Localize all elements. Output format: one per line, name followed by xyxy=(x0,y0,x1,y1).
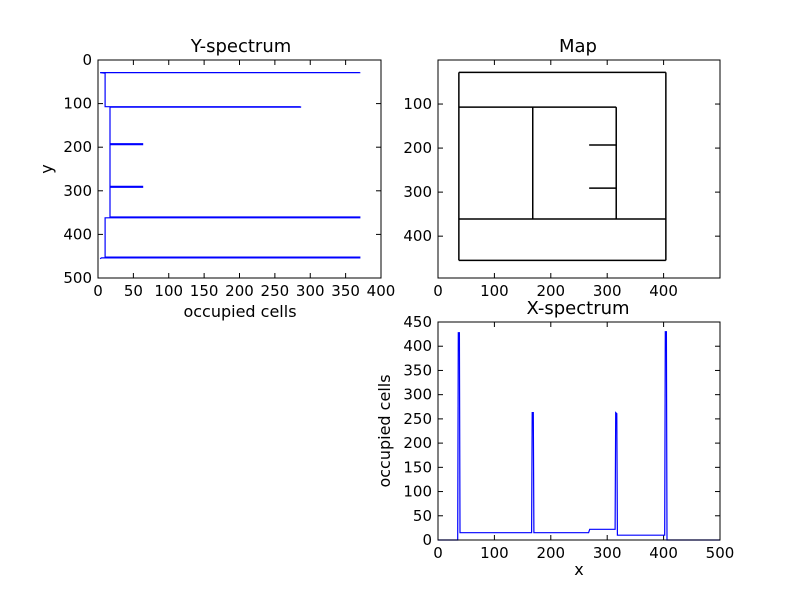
y-spectrum-ytick-label: 0 xyxy=(82,51,92,69)
y-spectrum-xlabel: occupied cells xyxy=(183,302,296,321)
x-spectrum-ytick-label: 300 xyxy=(403,386,432,404)
y-spectrum-xtick-label: 200 xyxy=(225,282,254,300)
x-spectrum-ytick-label: 100 xyxy=(403,483,432,501)
map-xtick-label: 400 xyxy=(649,282,678,300)
x-spectrum-ytick-label: 200 xyxy=(403,434,432,452)
x-spectrum-ylabel: occupied cells xyxy=(375,374,394,487)
x-spectrum-xtick-label: 0 xyxy=(433,544,443,562)
x-spectrum-xtick-label: 400 xyxy=(649,544,678,562)
y-spectrum-ytick-label: 300 xyxy=(63,182,92,200)
x-spectrum-ytick-label: 250 xyxy=(403,410,432,428)
map-ytick-label: 100 xyxy=(403,95,432,113)
y-spectrum-title: Y-spectrum xyxy=(190,36,292,57)
x-spectrum-ytick-label: 50 xyxy=(413,507,432,525)
x-spectrum-xtick-label: 300 xyxy=(593,544,622,562)
y-spectrum-xtick-label: 300 xyxy=(296,282,325,300)
y-spectrum-xtick-label: 100 xyxy=(154,282,183,300)
y-spectrum-ytick-label: 100 xyxy=(63,95,92,113)
map-xtick-label: 0 xyxy=(433,282,443,300)
y-spectrum-xtick-label: 250 xyxy=(261,282,290,300)
map-ytick-label: 400 xyxy=(403,227,432,245)
map-title: Map xyxy=(559,36,597,57)
x-spectrum-xlabel: x xyxy=(574,560,583,579)
y-spectrum-xtick-label: 350 xyxy=(331,282,360,300)
map-ytick-label: 300 xyxy=(403,183,432,201)
map-xtick-label: 100 xyxy=(480,282,509,300)
y-spectrum-xtick-label: 400 xyxy=(367,282,396,300)
x-spectrum-ytick-label: 0 xyxy=(422,531,432,549)
x-spectrum-ytick-label: 450 xyxy=(403,313,432,331)
x-spectrum-ytick-label: 350 xyxy=(403,361,432,379)
y-spectrum-xtick-label: 0 xyxy=(93,282,103,300)
x-spectrum-title: X-spectrum xyxy=(526,298,629,319)
y-spectrum-ytick-label: 400 xyxy=(63,225,92,243)
x-spectrum-ytick-label: 150 xyxy=(403,458,432,476)
y-spectrum-ytick-label: 500 xyxy=(63,269,92,287)
x-spectrum-ytick-label: 400 xyxy=(403,337,432,355)
y-spectrum-xtick-label: 150 xyxy=(190,282,219,300)
x-spectrum-xtick-label: 500 xyxy=(706,544,735,562)
y-spectrum-xtick-label: 50 xyxy=(124,282,143,300)
y-spectrum-ylabel: y xyxy=(37,164,56,173)
y-spectrum-ytick-label: 200 xyxy=(63,138,92,156)
x-spectrum-xtick-label: 200 xyxy=(536,544,565,562)
x-spectrum-xtick-label: 100 xyxy=(480,544,509,562)
map-ytick-label: 200 xyxy=(403,139,432,157)
